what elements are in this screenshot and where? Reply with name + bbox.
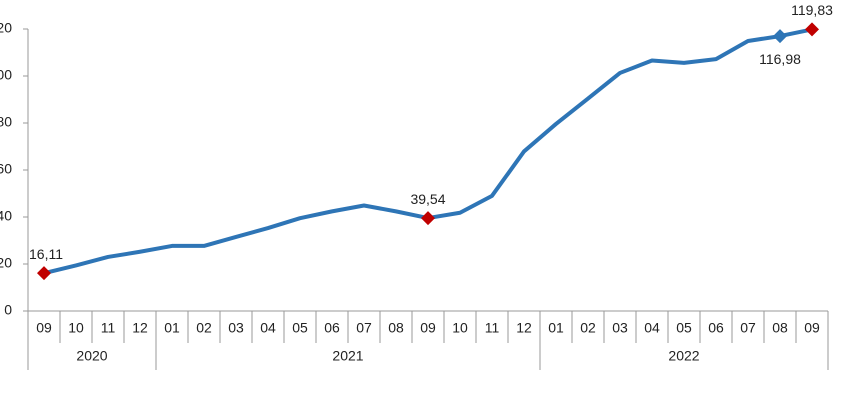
value-label: 119,83 — [791, 2, 833, 18]
x-tick-label: 03 — [228, 320, 244, 336]
x-tick-label: 11 — [485, 320, 500, 336]
x-tick-label: 12 — [516, 320, 532, 336]
x-tick-label: 05 — [292, 320, 308, 336]
x-tick-label: 09 — [36, 320, 52, 336]
x-tick-label: 07 — [356, 320, 372, 336]
x-tick-label: 04 — [644, 320, 660, 336]
y-tick-label: 0 — [4, 302, 12, 318]
value-label: 39,54 — [410, 191, 445, 207]
y-tick-label: 100 — [0, 67, 12, 83]
x-tick-label: 10 — [452, 320, 468, 336]
year-label: 2021 — [332, 348, 363, 364]
x-tick-label: 06 — [324, 320, 340, 336]
x-tick-label: 06 — [708, 320, 724, 336]
x-tick-label: 03 — [612, 320, 628, 336]
year-label: 2020 — [76, 348, 107, 364]
value-label: 16,11 — [29, 246, 63, 262]
y-tick-label: 20 — [0, 255, 12, 271]
x-tick-label: 08 — [388, 320, 404, 336]
line — [43, 27, 813, 276]
y-tick-label: 120 — [0, 20, 12, 36]
x-tick-label: 01 — [548, 320, 564, 336]
marker — [805, 22, 819, 37]
x-tick-label: 07 — [740, 320, 756, 336]
marker — [773, 29, 787, 44]
y-tick-label: 40 — [0, 208, 12, 224]
x-tick-label: 01 — [164, 320, 180, 336]
year-label: 2022 — [668, 348, 699, 364]
x-tick-label: 10 — [68, 320, 84, 336]
x-tick-label: 12 — [132, 320, 148, 336]
x-tick-label: 05 — [676, 320, 692, 336]
x-tick-label: 11 — [101, 320, 116, 336]
marker — [421, 211, 435, 226]
x-tick-label: 02 — [196, 320, 212, 336]
marker — [37, 266, 51, 281]
x-tick-label: 09 — [420, 320, 436, 336]
x-tick-label: 08 — [772, 320, 788, 336]
y-tick-label: 60 — [0, 161, 12, 177]
y-tick-label: 80 — [0, 114, 12, 130]
x-tick-label: 09 — [804, 320, 820, 336]
x-tick-label: 02 — [580, 320, 596, 336]
x-tick-label: 04 — [260, 320, 276, 336]
value-label: 116,98 — [759, 51, 801, 67]
